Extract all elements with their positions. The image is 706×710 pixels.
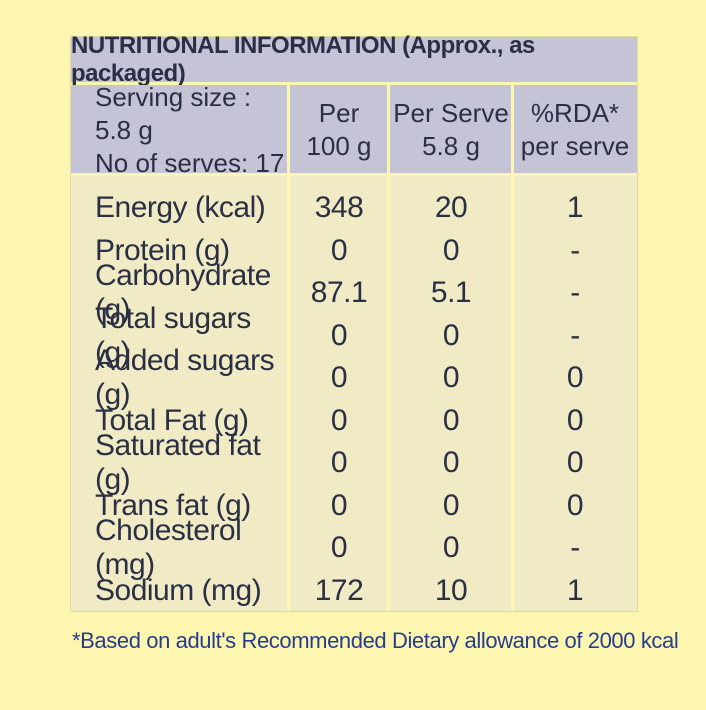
- table-title: NUTRITIONAL INFORMATION (Approx., as pac…: [71, 32, 637, 87]
- table-row: Sodium (mg) 172 10 1: [71, 570, 637, 613]
- table-row: Cholesterol (mg) 0 0 -: [71, 514, 637, 581]
- header-per-serve: Per Serve 5.8 g: [389, 85, 513, 175]
- table-row: Trans fat (g) 0 0 0: [71, 485, 637, 528]
- header-rda-line1: %RDA*: [530, 98, 620, 128]
- nutrient-name: Added sugars (g): [95, 344, 275, 412]
- per-serve-value: 0: [442, 446, 460, 480]
- header-rda-line2: per serve: [520, 131, 630, 161]
- rda-value: -: [570, 318, 580, 352]
- no-of-serves: No of serves: 17: [95, 147, 285, 178]
- column-divider: [387, 85, 390, 611]
- per-100g-value: 0: [330, 403, 348, 437]
- header-rda: %RDA* per serve: [513, 85, 637, 175]
- table-body: Energy (kcal) 348 20 1 Protein (g) 0 0 -…: [71, 187, 637, 612]
- column-divider: [511, 85, 514, 611]
- per-100g-value: 87.1: [310, 276, 368, 310]
- nutrient-name: Total Fat (g): [95, 403, 249, 437]
- rda-value: 1: [566, 573, 584, 607]
- rda-value: 0: [566, 446, 584, 480]
- header-divider: [71, 173, 637, 176]
- per-serve-value: 0: [442, 318, 460, 352]
- nutrient-name: Energy (kcal): [95, 191, 266, 225]
- header-per-serve-line2: 5.8 g: [422, 131, 480, 161]
- nutrient-name: Carbohydrate (g): [95, 259, 271, 327]
- per-100g-value: 0: [330, 531, 348, 565]
- nutrient-name: Protein (g): [95, 233, 230, 267]
- per-serve-value: 5.1: [430, 276, 472, 310]
- header-per-100g: Per 100 g: [289, 85, 389, 175]
- per-serve-value: 10: [434, 573, 468, 607]
- table-row: Energy (kcal) 348 20 1: [71, 187, 637, 230]
- header-per-serve-line1: Per Serve: [393, 98, 509, 128]
- serving-size: Serving size : 5.8 g: [95, 81, 252, 145]
- rda-value: 0: [566, 403, 584, 437]
- table-row: Total sugars (g) 0 0 -: [71, 302, 637, 369]
- nutrient-name: Saturated fat (g): [95, 429, 261, 497]
- table-row: Carbohydrate (g) 87.1 5.1 -: [71, 259, 637, 326]
- header-per-100g-line2: 100 g: [306, 131, 372, 161]
- per-100g-value: 172: [314, 573, 364, 607]
- per-serve-value: 0: [442, 361, 460, 395]
- rda-value: -: [570, 276, 580, 310]
- per-serve-value: 0: [442, 403, 460, 437]
- per-serve-value: 0: [442, 488, 460, 522]
- nutrient-name: Trans fat (g): [95, 488, 251, 522]
- nutrient-name: Total sugars (g): [95, 301, 251, 369]
- per-serve-value: 20: [434, 191, 468, 225]
- header-serving-info: Serving size : 5.8 g No of serves: 17: [71, 82, 289, 178]
- per-100g-value: 0: [330, 361, 348, 395]
- per-100g-value: 0: [330, 446, 348, 480]
- footnote: *Based on adult's Recommended Dietary al…: [72, 628, 679, 653]
- per-100g-value: 348: [314, 191, 364, 225]
- table-row: Saturated fat (g) 0 0 0: [71, 429, 637, 496]
- per-100g-value: 0: [330, 318, 348, 352]
- header-row: Serving size : 5.8 g No of serves: 17 Pe…: [71, 82, 637, 178]
- rda-value: 0: [566, 361, 584, 395]
- rda-value: -: [570, 531, 580, 565]
- per-serve-value: 0: [442, 233, 460, 267]
- rda-value: 0: [566, 488, 584, 522]
- header-per-100g-line1: Per: [318, 98, 360, 128]
- per-100g-value: 0: [330, 488, 348, 522]
- nutrient-name: Cholesterol (mg): [95, 514, 242, 582]
- table-row: Added sugars (g) 0 0 0: [71, 344, 637, 411]
- column-divider: [287, 85, 290, 611]
- table-row: Protein (g) 0 0 -: [71, 230, 637, 273]
- table-row: Total Fat (g) 0 0 0: [71, 400, 637, 443]
- rda-value: -: [570, 233, 580, 267]
- rda-value: 1: [566, 191, 584, 225]
- per-100g-value: 0: [330, 233, 348, 267]
- per-serve-value: 0: [442, 531, 460, 565]
- nutrient-name: Sodium (mg): [95, 573, 262, 607]
- nutrition-table: NUTRITIONAL INFORMATION (Approx., as pac…: [70, 32, 638, 612]
